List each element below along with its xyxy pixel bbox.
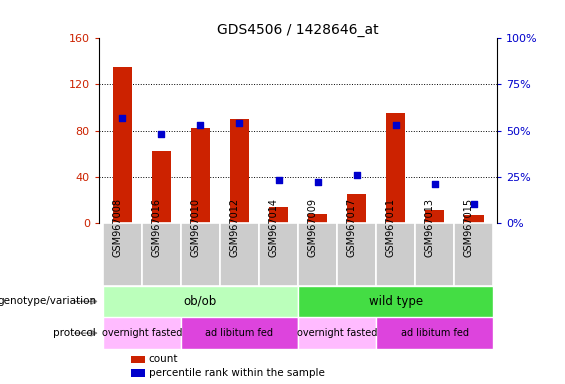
Bar — [103, 317, 181, 349]
Bar — [464, 215, 484, 223]
Text: GSM967009: GSM967009 — [307, 198, 318, 257]
Bar — [454, 223, 493, 286]
Bar — [142, 223, 181, 286]
Text: ad libitum fed: ad libitum fed — [206, 328, 273, 338]
Text: overnight fasted: overnight fasted — [102, 328, 182, 338]
Text: ob/ob: ob/ob — [184, 295, 217, 308]
Bar — [347, 194, 366, 223]
Bar — [269, 207, 288, 223]
Text: GSM967011: GSM967011 — [386, 198, 396, 257]
Point — [352, 172, 361, 178]
Text: GSM967012: GSM967012 — [229, 198, 240, 257]
Text: GSM967010: GSM967010 — [190, 198, 201, 257]
Point — [470, 201, 479, 207]
Bar — [230, 119, 249, 223]
Point — [313, 179, 322, 185]
Bar — [131, 369, 145, 377]
Bar — [298, 317, 376, 349]
Text: genotype/variation: genotype/variation — [0, 296, 96, 306]
Bar — [415, 223, 454, 286]
Bar — [376, 317, 493, 349]
Bar — [386, 113, 406, 223]
Text: protocol: protocol — [53, 328, 96, 338]
Text: ad libitum fed: ad libitum fed — [401, 328, 469, 338]
Point — [118, 114, 127, 121]
Bar — [337, 223, 376, 286]
Text: percentile rank within the sample: percentile rank within the sample — [149, 368, 324, 378]
Bar — [259, 223, 298, 286]
Bar — [298, 286, 493, 317]
Bar — [181, 223, 220, 286]
Point — [235, 120, 244, 126]
Text: GSM967015: GSM967015 — [464, 198, 474, 257]
Title: GDS4506 / 1428646_at: GDS4506 / 1428646_at — [217, 23, 379, 37]
Point — [391, 122, 400, 128]
Bar — [103, 223, 142, 286]
Text: GSM967013: GSM967013 — [425, 198, 434, 257]
Bar — [425, 210, 445, 223]
Text: GSM967016: GSM967016 — [151, 198, 162, 257]
Bar — [190, 128, 210, 223]
Point — [157, 131, 166, 137]
Bar — [376, 223, 415, 286]
Bar — [308, 214, 327, 223]
Text: GSM967008: GSM967008 — [112, 198, 122, 257]
Bar — [220, 223, 259, 286]
Bar — [181, 317, 298, 349]
Text: GSM967017: GSM967017 — [346, 198, 357, 257]
Text: count: count — [149, 354, 178, 364]
Bar — [151, 151, 171, 223]
Bar — [103, 286, 298, 317]
Point — [274, 177, 283, 184]
Point — [196, 122, 205, 128]
Point — [430, 181, 439, 187]
Text: wild type: wild type — [368, 295, 423, 308]
Bar — [131, 356, 145, 363]
Text: GSM967014: GSM967014 — [268, 198, 279, 257]
Text: overnight fasted: overnight fasted — [297, 328, 377, 338]
Bar — [298, 223, 337, 286]
Bar — [112, 67, 132, 223]
